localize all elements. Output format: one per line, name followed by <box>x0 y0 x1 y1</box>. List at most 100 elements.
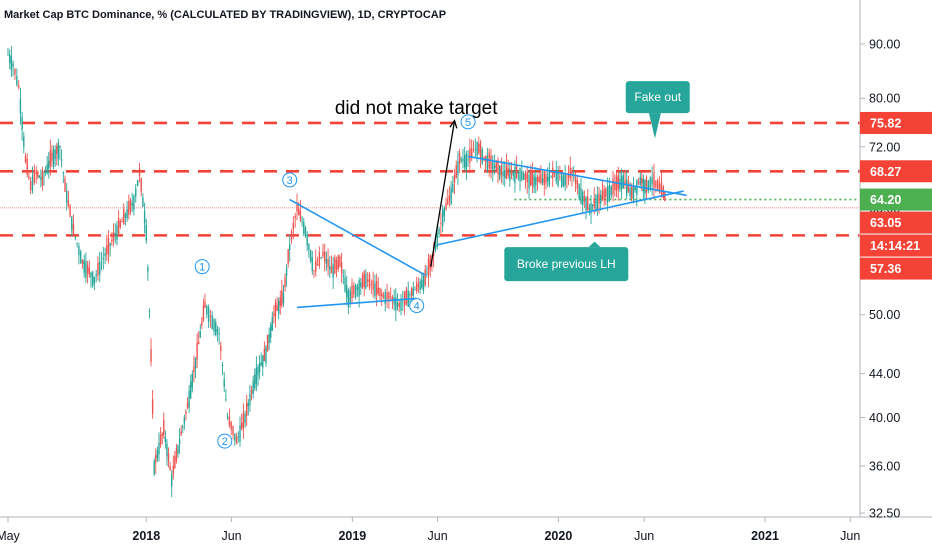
series-candle <box>636 179 638 196</box>
price-tag-6305: 63.05 <box>860 211 932 234</box>
series-candle <box>207 307 210 323</box>
series-candle <box>46 164 48 174</box>
series-candle <box>356 286 359 290</box>
series-candle <box>69 205 71 217</box>
series-candle <box>183 417 186 424</box>
series-candle <box>642 178 645 192</box>
series-candle <box>156 450 159 459</box>
series-candle <box>196 342 198 360</box>
series-candle <box>472 151 475 153</box>
series-candle <box>90 272 92 278</box>
series-candle <box>175 447 178 461</box>
series-candle <box>260 361 262 366</box>
series-candle <box>600 195 602 204</box>
series-candle <box>121 221 123 222</box>
series-candle <box>463 155 466 168</box>
series-candle <box>370 284 373 286</box>
series-candle <box>211 315 213 329</box>
series-candle <box>164 436 167 443</box>
series-candle <box>644 179 646 194</box>
series-candle <box>580 188 582 204</box>
series-candle <box>664 191 666 201</box>
series-candle <box>28 176 30 179</box>
series-candle <box>169 466 171 470</box>
x-axis: May 2018 Jun 2019 Jun 2020 Jun 2021 Jun <box>0 517 860 543</box>
series-candle <box>493 165 496 168</box>
trendline-1 <box>296 297 417 309</box>
series-candle <box>232 426 234 435</box>
annotations: did not make target Fake out Broke previou… <box>194 81 690 449</box>
series-candle <box>43 175 45 177</box>
series-candle <box>56 146 58 155</box>
series-candle <box>349 290 351 303</box>
series-candle <box>64 178 66 192</box>
series-candle <box>339 256 341 267</box>
series-candle <box>276 305 278 311</box>
series-candle <box>497 160 499 175</box>
y-tick-label: 90.00 <box>869 38 900 52</box>
series-candle <box>8 54 11 64</box>
series-candle <box>254 374 256 389</box>
series-candle <box>457 161 459 175</box>
series-candle <box>486 155 489 171</box>
series-candle <box>587 196 589 211</box>
series-candle <box>171 474 173 487</box>
series-candle <box>102 257 105 260</box>
series-candle <box>351 284 353 299</box>
price-tags: 75.82 68.27 64.20 63.05 14:14:21 57.36 <box>860 111 932 280</box>
wave-label-5: 5 <box>460 114 476 130</box>
series-candle <box>247 403 250 407</box>
series-candle <box>637 182 640 184</box>
series-candle <box>67 200 70 206</box>
series-candle <box>639 176 641 186</box>
series-candle <box>571 169 573 175</box>
series-candle <box>492 161 494 171</box>
trendline-2 <box>467 155 687 197</box>
series-candle <box>653 172 655 189</box>
series-candle <box>234 433 236 441</box>
series-candle <box>363 271 365 287</box>
series-candle <box>18 85 20 88</box>
series-candle <box>48 160 50 169</box>
series-candle <box>655 180 657 187</box>
callout-fake-out-box <box>625 81 690 114</box>
series-candle <box>624 180 626 185</box>
series-candle <box>57 142 60 160</box>
series-candle <box>526 172 528 183</box>
y-tick-label: 44.00 <box>869 367 900 381</box>
series-candle <box>432 250 435 257</box>
series-candle <box>320 257 322 259</box>
series-candle <box>576 179 579 189</box>
series-candle <box>66 191 68 203</box>
series-candle <box>7 54 9 56</box>
series-candle <box>185 411 187 414</box>
series-candle <box>299 211 302 221</box>
x-tick-label: 2019 <box>338 529 366 543</box>
series-candle <box>322 251 324 257</box>
series-candle <box>573 176 575 178</box>
series-candle <box>507 168 509 177</box>
series-candle <box>332 264 334 278</box>
x-tick-label: Jun <box>840 529 860 543</box>
series-candle <box>657 180 659 191</box>
series-candle <box>405 288 408 305</box>
series-candle <box>197 341 200 345</box>
series-candle <box>91 271 94 286</box>
series-candle <box>303 221 305 234</box>
series-candle <box>409 294 411 296</box>
wave-label-text: 5 <box>465 117 471 129</box>
series-candle <box>174 455 176 468</box>
series-candle <box>460 159 462 161</box>
series-candle <box>361 274 364 288</box>
series-candle <box>505 164 508 179</box>
series-candle <box>519 168 521 182</box>
series-candle <box>281 290 283 306</box>
series-candle <box>182 426 184 428</box>
series-candle <box>177 445 179 454</box>
series-candle <box>158 442 160 455</box>
series-candle <box>541 178 544 183</box>
series-candle <box>172 465 174 475</box>
series-candle <box>398 303 400 308</box>
series-candle <box>123 209 125 225</box>
